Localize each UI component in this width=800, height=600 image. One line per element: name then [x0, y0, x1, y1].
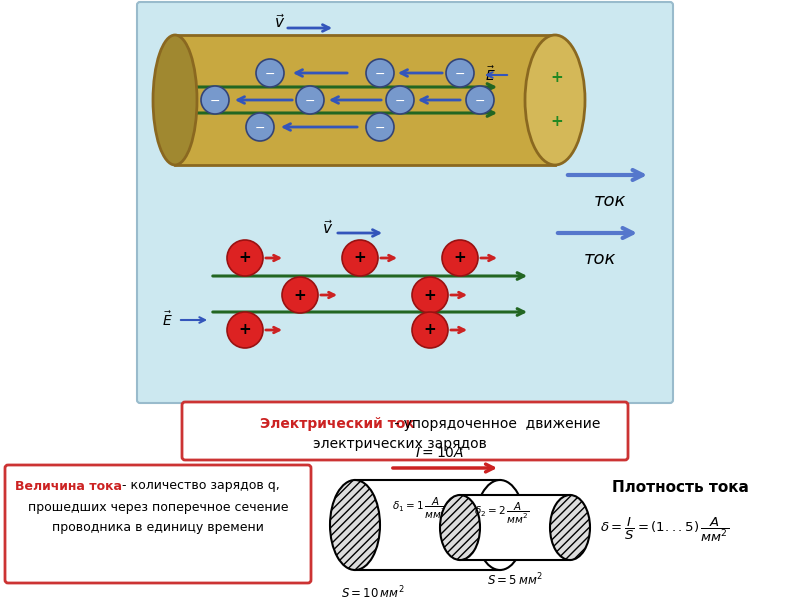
Text: Величина тока: Величина тока	[15, 479, 122, 493]
Circle shape	[466, 86, 494, 114]
Circle shape	[282, 277, 318, 313]
FancyBboxPatch shape	[137, 2, 673, 403]
Text: $-$: $-$	[254, 121, 266, 133]
Circle shape	[296, 86, 324, 114]
Text: ток: ток	[594, 192, 626, 210]
Text: +: +	[424, 287, 436, 302]
Text: $\vec{E}$: $\vec{E}$	[485, 65, 496, 85]
Circle shape	[366, 59, 394, 87]
Text: $-$: $-$	[374, 121, 386, 133]
Text: Плотность тока: Плотность тока	[611, 481, 749, 496]
Text: +: +	[550, 115, 563, 130]
Circle shape	[366, 113, 394, 141]
Text: $S=5\,мм^2$: $S=5\,мм^2$	[487, 572, 543, 589]
Text: +: +	[238, 251, 251, 265]
Text: $\delta_2=2\,\dfrac{A}{мм^2}$: $\delta_2=2\,\dfrac{A}{мм^2}$	[474, 500, 530, 526]
Text: - упорядоченное  движение: - упорядоченное движение	[390, 417, 600, 431]
Ellipse shape	[330, 480, 380, 570]
Text: +: +	[424, 323, 436, 337]
Text: $-$: $-$	[474, 94, 486, 107]
Text: ток: ток	[584, 250, 616, 268]
Ellipse shape	[550, 495, 590, 560]
Text: $-$: $-$	[394, 94, 406, 107]
Text: +: +	[294, 287, 306, 302]
Circle shape	[442, 240, 478, 276]
Text: $\vec{v}$: $\vec{v}$	[274, 13, 286, 31]
Ellipse shape	[440, 495, 480, 560]
Ellipse shape	[475, 480, 525, 570]
Text: прошедших через поперечное сечение: прошедших через поперечное сечение	[28, 500, 288, 514]
Text: +: +	[238, 323, 251, 337]
Text: $S=10\,мм^2$: $S=10\,мм^2$	[342, 585, 405, 600]
Circle shape	[412, 312, 448, 348]
Text: +: +	[454, 251, 466, 265]
Text: $-$: $-$	[374, 67, 386, 79]
Text: +: +	[354, 251, 366, 265]
Text: $\vec{v}$: $\vec{v}$	[322, 219, 334, 237]
Text: +: +	[550, 70, 563, 85]
Circle shape	[342, 240, 378, 276]
Text: $-$: $-$	[454, 67, 466, 79]
Text: - количество зарядов q,: - количество зарядов q,	[118, 479, 280, 493]
FancyBboxPatch shape	[5, 465, 311, 583]
Circle shape	[412, 277, 448, 313]
Circle shape	[246, 113, 274, 141]
Bar	[460, 495, 570, 560]
Bar	[175, 35, 555, 165]
Text: проводника в единицу времени: проводника в единицу времени	[52, 520, 264, 533]
Circle shape	[201, 86, 229, 114]
Text: $-$: $-$	[305, 94, 315, 107]
Circle shape	[256, 59, 284, 87]
Text: $-$: $-$	[210, 94, 221, 107]
Circle shape	[446, 59, 474, 87]
Circle shape	[227, 240, 263, 276]
Text: $-$: $-$	[265, 67, 275, 79]
Circle shape	[386, 86, 414, 114]
Text: $\delta_1=1\,\dfrac{A}{мм^2}$: $\delta_1=1\,\dfrac{A}{мм^2}$	[392, 496, 448, 521]
Text: Электрический ток: Электрический ток	[260, 417, 414, 431]
Ellipse shape	[153, 35, 197, 165]
Text: $I=10A$: $I=10A$	[415, 446, 465, 460]
Text: $\delta=\dfrac{I}{S}=(1...5)\,\dfrac{A}{мм^2}$: $\delta=\dfrac{I}{S}=(1...5)\,\dfrac{A}{…	[600, 516, 730, 544]
Circle shape	[227, 312, 263, 348]
FancyBboxPatch shape	[182, 402, 628, 460]
Text: $\vec{E}$: $\vec{E}$	[162, 311, 173, 329]
Text: электрических зарядов: электрических зарядов	[313, 437, 487, 451]
Bar	[355, 480, 500, 570]
Ellipse shape	[525, 35, 585, 165]
